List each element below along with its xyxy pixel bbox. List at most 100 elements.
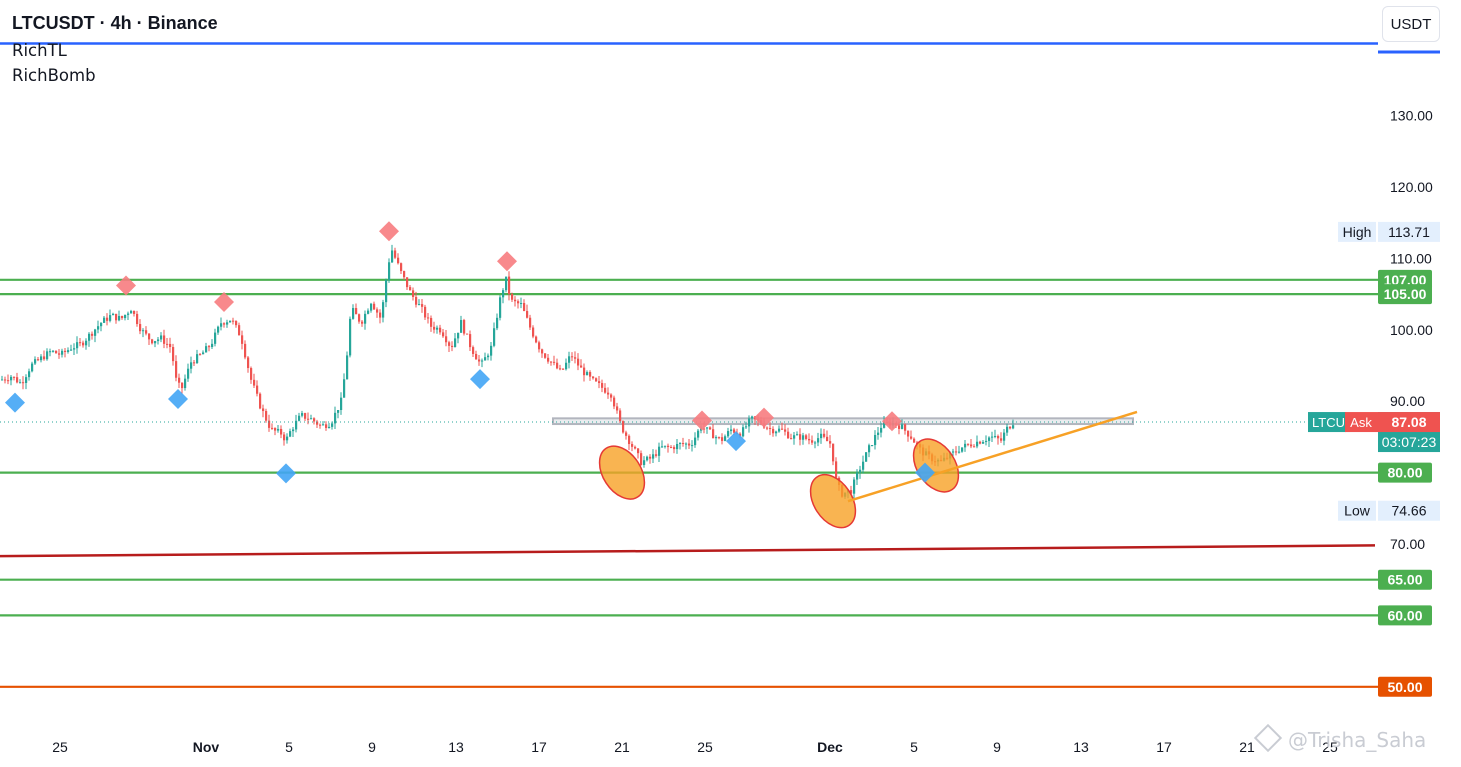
- candle-body: [88, 333, 91, 341]
- candle-body: [487, 355, 490, 358]
- candle-body: [241, 335, 244, 344]
- candle-body: [238, 325, 241, 336]
- candle-body: [523, 303, 526, 311]
- candle-body: [784, 429, 787, 432]
- candle-body: [271, 427, 274, 429]
- candle-body: [493, 328, 496, 346]
- candle-body: [577, 358, 580, 366]
- candle-body: [625, 432, 628, 436]
- candle-body: [412, 290, 415, 297]
- level-tag: [1378, 284, 1432, 305]
- candle-body: [46, 351, 49, 360]
- candle-body: [247, 357, 250, 369]
- candle-body: [751, 416, 754, 419]
- high-tag-label-bg: [1338, 221, 1376, 242]
- candle-body: [151, 339, 154, 344]
- last-symbol-label: LTCU: [1312, 415, 1345, 430]
- time-tick-label: 5: [910, 739, 918, 755]
- swing-high-diamond: [116, 275, 136, 296]
- candle-body: [1012, 425, 1015, 429]
- indicator-richbomb[interactable]: RichBomb: [12, 66, 96, 85]
- candle-body: [244, 343, 247, 358]
- candle-body: [121, 316, 124, 319]
- candle-body: [688, 443, 691, 446]
- candle-body: [391, 250, 394, 263]
- candle-body: [100, 322, 103, 327]
- candle-body: [811, 440, 814, 443]
- candle-body: [730, 429, 733, 432]
- candle-body: [649, 456, 652, 459]
- candle-body: [136, 313, 139, 325]
- candle-body: [13, 376, 16, 378]
- candle-body: [370, 303, 373, 311]
- candle-body: [850, 490, 853, 494]
- indicator-richtl[interactable]: RichTL: [12, 41, 67, 60]
- candle-body: [409, 287, 412, 291]
- candle-body: [418, 304, 421, 306]
- candle-body: [502, 290, 505, 298]
- time-tick-label: 13: [448, 739, 464, 755]
- candle-body: [172, 347, 175, 362]
- candle-body: [511, 293, 514, 300]
- candle-body: [544, 353, 547, 358]
- candle-body: [505, 276, 508, 291]
- candle-body: [448, 342, 451, 346]
- candle-body: [637, 448, 640, 454]
- candle-body: [205, 346, 208, 353]
- candle-body: [160, 335, 163, 340]
- candle-body: [265, 411, 268, 421]
- candle-body: [76, 342, 79, 349]
- candle-body: [433, 326, 436, 330]
- level-tag-label: 105.00: [1384, 286, 1427, 302]
- candle-body: [364, 313, 367, 324]
- last-price-value: 87.08: [1391, 414, 1426, 430]
- annotations-layer: [5, 221, 1138, 529]
- candle-body: [355, 308, 358, 315]
- candle-body: [250, 368, 253, 380]
- binance-logo-icon: [1253, 723, 1283, 753]
- candle-body: [202, 352, 205, 355]
- candle-body: [769, 427, 772, 429]
- candle-body: [883, 422, 886, 428]
- candle-body: [223, 323, 226, 325]
- currency-button[interactable]: USDT: [1382, 6, 1440, 42]
- time-tick-label: 21: [614, 739, 630, 755]
- candle-body: [484, 357, 487, 361]
- candle-body: [232, 320, 235, 322]
- candle-body: [463, 320, 466, 334]
- candle-body: [64, 350, 67, 352]
- candle-body: [589, 372, 592, 377]
- candle-body: [310, 418, 313, 420]
- candle-body: [175, 361, 178, 378]
- candle-body: [1009, 426, 1012, 429]
- candle-body: [991, 436, 994, 438]
- candle-body: [859, 469, 862, 473]
- candle-body: [853, 479, 856, 494]
- time-tick-label: 5: [285, 739, 293, 755]
- candle-body: [268, 420, 271, 428]
- price-tick-label: 130.00: [1390, 108, 1433, 124]
- level-tag: [1378, 605, 1432, 626]
- candle-body: [520, 303, 523, 305]
- candle-body: [7, 380, 10, 382]
- candle-body: [106, 317, 109, 321]
- last-price-value-bg: [1378, 412, 1440, 433]
- candle-body: [667, 445, 670, 448]
- candle-body: [139, 324, 142, 332]
- candle-body: [808, 438, 811, 441]
- candle-body: [169, 343, 172, 348]
- candle-body: [298, 415, 301, 421]
- candle-body: [547, 357, 550, 362]
- candle-body: [682, 443, 685, 445]
- candle-body: [430, 317, 433, 327]
- time-tick-label: Dec: [817, 739, 843, 755]
- candle-body: [196, 354, 199, 363]
- candle-body: [52, 350, 55, 352]
- candle-body: [664, 445, 667, 447]
- candle-body: [628, 435, 631, 445]
- candle-body: [259, 393, 262, 409]
- candle-body: [388, 262, 391, 281]
- chart-title[interactable]: LTCUSDT · 4h · Binance: [12, 13, 218, 33]
- candle-body: [703, 428, 706, 430]
